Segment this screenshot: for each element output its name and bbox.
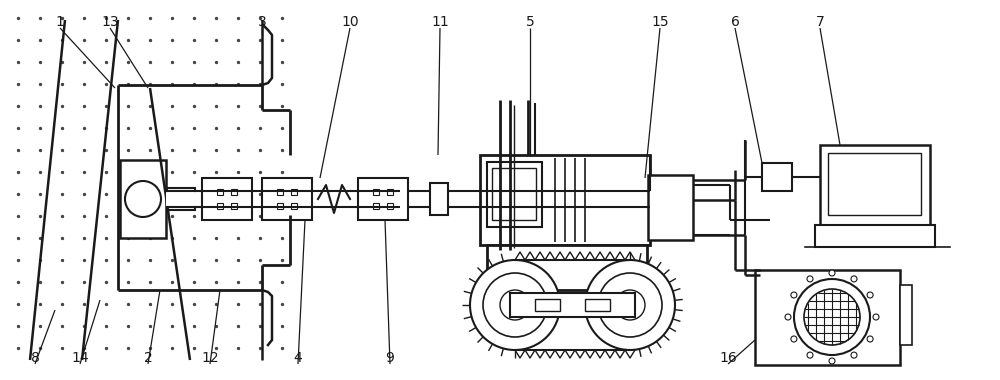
Circle shape	[867, 292, 873, 298]
Bar	[358, 178, 408, 220]
Bar	[231, 203, 237, 209]
Bar	[492, 168, 536, 220]
Text: 14: 14	[71, 351, 89, 365]
Text: 7: 7	[816, 15, 824, 29]
Circle shape	[807, 276, 813, 282]
Bar	[387, 203, 393, 209]
Text: 4: 4	[294, 351, 302, 365]
Bar	[202, 178, 252, 220]
Circle shape	[794, 279, 870, 355]
Text: 5: 5	[526, 15, 534, 29]
Text: 8: 8	[31, 351, 39, 365]
Circle shape	[500, 290, 530, 320]
Bar	[387, 189, 393, 195]
Bar	[755, 270, 900, 365]
Bar	[828, 153, 921, 215]
Circle shape	[615, 290, 645, 320]
Bar	[762, 163, 792, 191]
Circle shape	[807, 352, 813, 358]
Text: 13: 13	[101, 15, 119, 29]
Bar	[510, 293, 635, 317]
Bar	[487, 162, 542, 227]
Circle shape	[598, 273, 662, 337]
Text: 2: 2	[144, 351, 152, 365]
Circle shape	[851, 352, 857, 358]
Text: 3: 3	[258, 15, 266, 29]
Bar	[291, 189, 297, 195]
Text: 10: 10	[341, 15, 359, 29]
Bar	[231, 189, 237, 195]
Circle shape	[829, 358, 835, 364]
Text: 11: 11	[431, 15, 449, 29]
Bar	[480, 155, 650, 245]
Circle shape	[791, 336, 797, 342]
Circle shape	[483, 273, 547, 337]
Bar	[648, 175, 693, 240]
Bar	[900, 285, 912, 345]
Circle shape	[785, 314, 791, 320]
Bar	[487, 245, 647, 290]
Circle shape	[791, 292, 797, 298]
Bar	[167, 188, 195, 210]
Text: 12: 12	[201, 351, 219, 365]
Bar	[820, 145, 930, 225]
Circle shape	[804, 289, 860, 345]
Text: 15: 15	[651, 15, 669, 29]
Circle shape	[585, 260, 675, 350]
Bar	[585, 299, 610, 311]
Text: 16: 16	[719, 351, 737, 365]
Bar	[373, 189, 379, 195]
Bar	[291, 203, 297, 209]
Bar	[217, 189, 223, 195]
Bar	[262, 178, 312, 220]
Bar	[217, 203, 223, 209]
Circle shape	[470, 260, 560, 350]
Bar	[815, 225, 935, 247]
Bar	[277, 203, 283, 209]
Text: 6: 6	[731, 15, 739, 29]
Bar	[120, 160, 166, 238]
Bar	[535, 299, 560, 311]
Bar	[373, 203, 379, 209]
Circle shape	[829, 270, 835, 276]
Bar	[277, 189, 283, 195]
Circle shape	[125, 181, 161, 217]
Text: 9: 9	[386, 351, 394, 365]
Circle shape	[851, 276, 857, 282]
Circle shape	[867, 336, 873, 342]
Text: 1: 1	[56, 15, 64, 29]
Circle shape	[873, 314, 879, 320]
Bar	[430, 183, 448, 215]
